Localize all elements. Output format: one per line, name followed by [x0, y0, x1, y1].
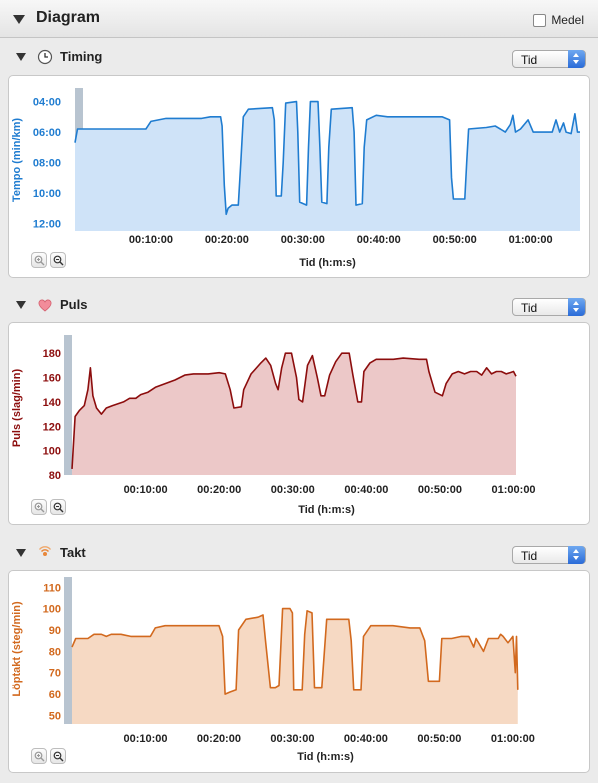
x-tick-label: 00:40:00 [344, 484, 388, 496]
y-tick-label: 60 [49, 689, 61, 701]
zoom-out-button[interactable] [50, 252, 66, 268]
y-tick-label: 04:00 [33, 97, 61, 109]
x-tick-label: 00:20:00 [205, 234, 249, 246]
diagram-title: Diagram [36, 9, 101, 26]
y-tick-label: 10:00 [33, 188, 61, 200]
takt-chart: 110 100 90 80 70 60 50 00:10:00 00:20:00 00:30:00… [11, 577, 535, 763]
timing-chart: 04:00 06:00 08:00 10:00 12:00 00:10:00 00:20:0… [11, 88, 580, 269]
y-tick-label: 08:00 [33, 158, 61, 170]
section-header-timing: Timing Tid [0, 40, 598, 74]
y-tick-label: 50 [49, 710, 61, 722]
series-line [74, 100, 580, 216]
zoom-in-button[interactable] [31, 748, 47, 764]
y-tick-label: 100 [43, 604, 61, 616]
chart-scroll-handle[interactable] [64, 577, 72, 724]
y-axis-label: Tempo (min/km) [11, 118, 23, 202]
y-tick-label: 80 [49, 470, 61, 482]
diagram-header: Diagram Medel [0, 0, 598, 38]
select-arrows-icon [568, 546, 585, 564]
takt-title: Takt [60, 545, 86, 560]
y-tick-label: 12:00 [33, 218, 61, 230]
series-line [71, 352, 517, 469]
section-header-puls: Puls Tid [0, 288, 598, 322]
y-tick-label: 06:00 [33, 127, 61, 139]
y-axis-label: Puls (slag/min) [11, 369, 23, 448]
x-tick-label: 01:00:00 [509, 234, 553, 246]
collapse-diagram-triangle-icon[interactable] [13, 15, 25, 24]
takt-x-axis-select[interactable]: Tid [512, 546, 586, 564]
x-tick-label: 00:40:00 [344, 733, 388, 745]
select-arrows-icon [568, 298, 585, 316]
y-tick-label: 160 [43, 373, 61, 385]
x-tick-label: 00:30:00 [281, 234, 325, 246]
medel-toggle[interactable]: Medel [533, 13, 584, 27]
y-tick-label: 120 [43, 421, 61, 433]
zoom-in-icon [34, 255, 45, 266]
y-tick-label: 100 [43, 446, 61, 458]
x-axis-label: Tid (h:m:s) [299, 257, 356, 269]
x-tick-label: 00:10:00 [129, 234, 173, 246]
y-tick-label: 80 [49, 646, 61, 658]
timing-select-value: Tid [521, 53, 538, 67]
collapse-timing-triangle-icon[interactable] [16, 53, 26, 61]
medel-label: Medel [551, 13, 584, 27]
y-tick-label: 90 [49, 625, 61, 637]
series-area [72, 608, 518, 724]
puls-chart: 180 160 140 120 100 80 00:10:00 00:20:00 00:30:0… [11, 335, 536, 516]
takt-chart-panel: 110 100 90 80 70 60 50 00:10:00 00:20:00 00:30:00… [8, 570, 590, 773]
x-tick-label: 00:50:00 [417, 733, 461, 745]
collapse-puls-triangle-icon[interactable] [16, 301, 26, 309]
x-tick-label: 00:30:00 [270, 733, 314, 745]
signal-icon [38, 546, 52, 556]
zoom-in-button[interactable] [31, 499, 47, 515]
x-tick-label: 00:50:00 [433, 234, 477, 246]
x-tick-label: 00:20:00 [197, 484, 241, 496]
section-header-takt: Takt Tid [0, 536, 598, 570]
clock-icon [37, 49, 53, 65]
zoom-out-icon [53, 502, 64, 513]
zoom-out-button[interactable] [50, 499, 66, 515]
x-axis-label: Tid (h:m:s) [298, 504, 355, 516]
x-tick-label: 00:40:00 [357, 234, 401, 246]
zoom-out-button[interactable] [50, 748, 66, 764]
series-line [71, 607, 519, 695]
zoom-in-icon [34, 751, 45, 762]
y-tick-label: 180 [43, 348, 61, 360]
zoom-out-icon [53, 751, 64, 762]
puls-x-axis-select[interactable]: Tid [512, 298, 586, 316]
y-tick-label: 70 [49, 668, 61, 680]
series-area [75, 101, 580, 231]
x-tick-label: 00:50:00 [418, 484, 462, 496]
zoom-in-icon [34, 502, 45, 513]
x-tick-label: 01:00:00 [491, 733, 535, 745]
series-area [72, 353, 516, 475]
x-tick-label: 00:10:00 [123, 733, 167, 745]
chart-scroll-handle[interactable] [64, 335, 72, 475]
x-tick-label: 00:30:00 [271, 484, 315, 496]
puls-title: Puls [60, 297, 88, 312]
y-tick-label: 110 [43, 582, 61, 594]
x-tick-label: 00:10:00 [124, 484, 168, 496]
x-axis-label: Tid (h:m:s) [297, 751, 354, 763]
select-arrows-icon [568, 50, 585, 68]
y-axis-label: Löptakt (steg/min) [11, 601, 23, 697]
zoom-out-icon [53, 255, 64, 266]
collapse-takt-triangle-icon[interactable] [16, 549, 26, 557]
medel-checkbox[interactable] [533, 13, 547, 27]
puls-chart-panel: 180 160 140 120 100 80 00:10:00 00:20:00 00:30:0… [8, 322, 590, 525]
y-tick-label: 140 [43, 397, 61, 409]
x-tick-label: 01:00:00 [492, 484, 536, 496]
heart-icon [38, 299, 52, 312]
timing-chart-panel: 04:00 06:00 08:00 10:00 12:00 00:10:00 00:20:0… [8, 75, 590, 278]
x-tick-label: 00:20:00 [197, 733, 241, 745]
timing-title: Timing [60, 49, 103, 64]
zoom-in-button[interactable] [31, 252, 47, 268]
takt-select-value: Tid [521, 549, 538, 563]
puls-select-value: Tid [521, 301, 538, 315]
timing-x-axis-select[interactable]: Tid [512, 50, 586, 68]
